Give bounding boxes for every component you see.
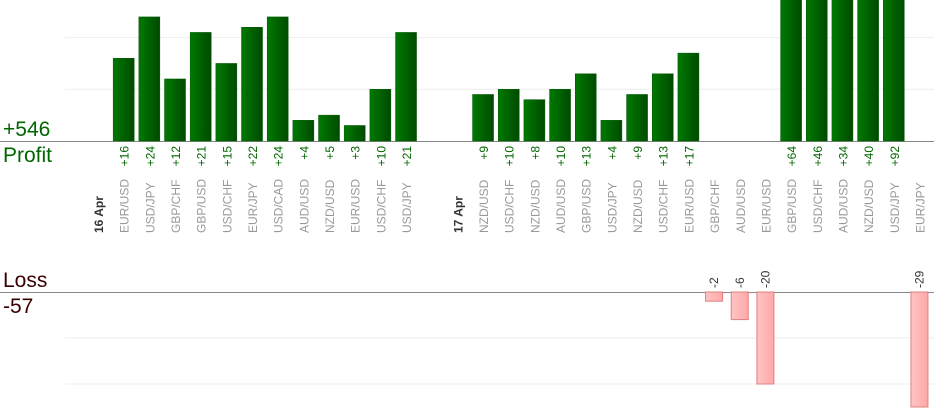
pair-label: GBP/CHF bbox=[169, 180, 183, 233]
pair-label: GBP/USD bbox=[195, 179, 209, 233]
profit-value-label: +46 bbox=[811, 146, 825, 167]
pair-label: NZD/USD bbox=[631, 179, 645, 233]
profit-value-label: +16 bbox=[118, 146, 132, 167]
pair-label: EUR/USD bbox=[682, 179, 696, 233]
profit-bar bbox=[369, 89, 392, 142]
profit-value-label: +5 bbox=[323, 146, 337, 160]
profit-value-label: +21 bbox=[195, 146, 209, 167]
loss-total: -57 bbox=[3, 295, 34, 318]
profit-bar bbox=[164, 78, 186, 142]
profit-bar bbox=[343, 125, 366, 142]
loss-bar bbox=[730, 291, 749, 321]
pair-label: USD/CHF bbox=[657, 180, 671, 233]
profit-bar bbox=[600, 120, 623, 142]
profit-value-label: +10 bbox=[503, 146, 517, 167]
pair-label: USD/CHF bbox=[503, 180, 517, 233]
loss-label: Loss bbox=[3, 269, 48, 292]
profit-value-label: +22 bbox=[246, 146, 260, 167]
pair-label: EUR/JPY bbox=[246, 182, 260, 233]
profit-bar bbox=[883, 0, 905, 142]
loss-bar bbox=[910, 291, 929, 408]
profit-value-label: +9 bbox=[477, 146, 491, 160]
pair-label: GBP/CHF bbox=[708, 180, 722, 233]
pair-label: AUD/USD bbox=[734, 179, 748, 233]
profit-value-label: +24 bbox=[272, 146, 286, 167]
loss-value-label: -20 bbox=[758, 270, 772, 288]
pair-label: USD/CHF bbox=[374, 180, 388, 233]
date-label: 17 Apr bbox=[451, 196, 465, 233]
profit-value-label: +9 bbox=[631, 146, 645, 160]
pair-label: NZD/USD bbox=[528, 179, 542, 233]
date-label: 16 Apr bbox=[92, 196, 106, 233]
profit-value-label: +17 bbox=[682, 146, 696, 167]
profit-value-label: +92 bbox=[888, 146, 902, 167]
profit-bar bbox=[857, 0, 879, 142]
profit-value-label: +15 bbox=[220, 146, 234, 167]
profit-bar bbox=[112, 58, 135, 142]
pair-label: USD/JPY bbox=[605, 182, 619, 233]
profit-value-label: +12 bbox=[169, 146, 183, 167]
pair-label: EUR/USD bbox=[118, 179, 132, 233]
profit-value-label: +10 bbox=[554, 146, 568, 167]
pair-label: AUD/USD bbox=[836, 179, 850, 233]
profit-label: Profit bbox=[3, 144, 53, 167]
pair-label: USD/JPY bbox=[143, 182, 157, 233]
profit-bar bbox=[318, 114, 340, 142]
profit-bar bbox=[138, 16, 161, 142]
profit-bar bbox=[780, 0, 802, 142]
profit-value-label: +21 bbox=[400, 146, 414, 167]
profit-value-label: +10 bbox=[374, 146, 388, 167]
profit-value-label: +34 bbox=[836, 146, 850, 167]
profit-value-label: +13 bbox=[657, 146, 671, 167]
profit-bar bbox=[806, 0, 828, 142]
profit-bar bbox=[651, 73, 674, 142]
profit-value-label: +40 bbox=[862, 146, 876, 167]
profit-bar bbox=[189, 32, 212, 142]
profit-value-label: +64 bbox=[785, 146, 799, 167]
pair-label: GBP/USD bbox=[785, 179, 799, 233]
pair-label: AUD/USD bbox=[554, 179, 568, 233]
pair-label: GBP/USD bbox=[580, 179, 594, 233]
profit-bar bbox=[472, 94, 494, 142]
profit-value-label: +3 bbox=[349, 146, 363, 160]
profit-bar bbox=[215, 63, 238, 142]
pair-label: NZD/USD bbox=[477, 179, 491, 233]
profit-bar bbox=[626, 94, 648, 142]
pair-label: EUR/USD bbox=[349, 179, 363, 233]
pair-label: USD/CAD bbox=[272, 179, 286, 233]
profit-bar bbox=[549, 89, 571, 142]
profit-total: +546 bbox=[3, 118, 51, 141]
loss-value-label: -2 bbox=[707, 277, 721, 288]
loss-bar bbox=[756, 291, 775, 385]
pair-label: EUR/JPY bbox=[913, 182, 927, 233]
profit-bar bbox=[831, 0, 854, 142]
pair-label: NZD/USD bbox=[323, 179, 337, 233]
loss-value-label: -6 bbox=[733, 277, 747, 288]
profit-value-label: +8 bbox=[528, 146, 542, 160]
loss-value-label: -29 bbox=[912, 270, 926, 288]
profit-bar bbox=[497, 89, 520, 142]
pair-label: NZD/USD bbox=[862, 179, 876, 233]
profit-bar bbox=[395, 32, 417, 142]
profit-value-label: +4 bbox=[605, 146, 619, 160]
profit-bar bbox=[266, 16, 289, 142]
pair-label: AUD/USD bbox=[297, 179, 311, 233]
profit-value-label: +13 bbox=[580, 146, 594, 167]
pair-label: EUR/USD bbox=[759, 179, 773, 233]
pair-label: USD/CHF bbox=[220, 180, 234, 233]
profit-value-label: +24 bbox=[143, 146, 157, 167]
pair-label: USD/CHF bbox=[811, 180, 825, 233]
profit-bar bbox=[677, 52, 700, 142]
loss-bar bbox=[705, 291, 724, 302]
profit-bar bbox=[574, 73, 597, 142]
profit-bar bbox=[241, 27, 263, 142]
pair-label: USD/JPY bbox=[888, 182, 902, 233]
pair-label: USD/JPY bbox=[400, 182, 414, 233]
profit-bar bbox=[523, 99, 546, 142]
profit-value-label: +4 bbox=[297, 146, 311, 160]
profit-bar bbox=[292, 120, 315, 142]
